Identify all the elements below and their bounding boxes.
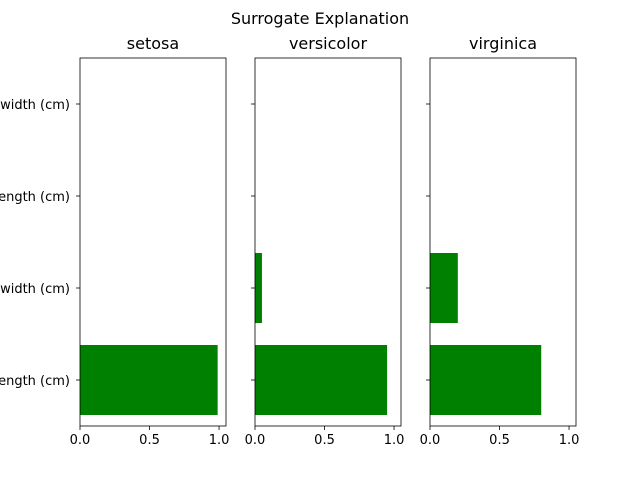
panels: setosa 0.0 0.5 1.0 petal width (cm) petal len… bbox=[0, 34, 579, 448]
chart-title: Surrogate Explanation bbox=[231, 9, 409, 28]
axes-frame bbox=[79, 57, 227, 427]
x-tick-label: 0.0 bbox=[420, 433, 441, 448]
bar-versicolor-2 bbox=[255, 253, 262, 323]
bar-virginica-3 bbox=[430, 345, 542, 415]
panel-versicolor: versicolor 0.0 0.5 1.0 bbox=[245, 34, 405, 448]
panel-title: virginica bbox=[469, 34, 537, 53]
x-tick-label: 0.5 bbox=[314, 433, 335, 448]
x-tick-label: 0.0 bbox=[70, 433, 91, 448]
panel-virginica: virginica 0.0 0.5 1.0 bbox=[420, 34, 580, 448]
y-tick-label: petal length (cm) bbox=[0, 190, 70, 205]
x-tick-label: 0.5 bbox=[139, 433, 160, 448]
x-tick-label: 1.0 bbox=[209, 433, 230, 448]
axes-frame bbox=[254, 57, 402, 427]
x-tick-label: 1.0 bbox=[384, 433, 405, 448]
panel-title: versicolor bbox=[289, 34, 367, 53]
x-tick-label: 0.0 bbox=[245, 433, 266, 448]
x-tick-label: 1.0 bbox=[559, 433, 580, 448]
y-tick-label: petal width (cm) bbox=[0, 98, 70, 113]
axes-frame bbox=[429, 57, 577, 427]
panel-title: setosa bbox=[127, 34, 179, 53]
bar-versicolor-3 bbox=[255, 345, 388, 415]
x-tick-label: 0.5 bbox=[489, 433, 510, 448]
panel-setosa: setosa 0.0 0.5 1.0 petal width (cm) petal len… bbox=[0, 34, 229, 448]
y-tick-label: sepal length (cm) bbox=[0, 374, 70, 389]
bar-setosa-3 bbox=[80, 345, 218, 415]
y-tick-label: sepal width (cm) bbox=[0, 282, 70, 297]
bar-virginica-2 bbox=[430, 253, 458, 323]
